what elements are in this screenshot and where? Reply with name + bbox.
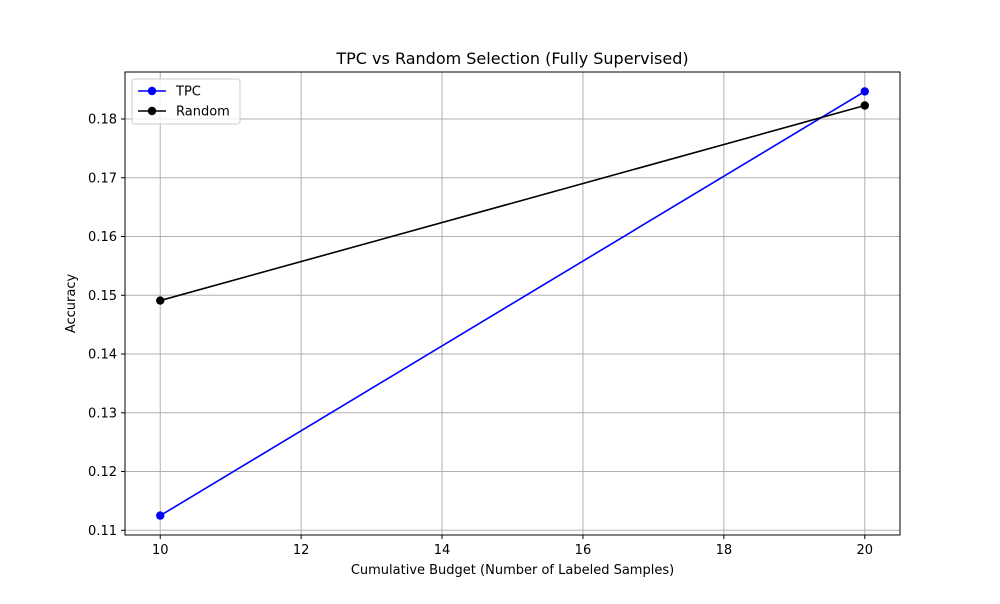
y-axis-label: Accuracy bbox=[64, 274, 79, 334]
y-tick-label: 0.11 bbox=[88, 524, 117, 539]
x-tick-label: 16 bbox=[575, 543, 592, 558]
random-data-point bbox=[156, 296, 165, 305]
x-tick-label: 12 bbox=[293, 543, 310, 558]
legend: TPC Random bbox=[131, 78, 241, 125]
x-tick-label: 20 bbox=[856, 543, 873, 558]
plot-frame bbox=[124, 71, 901, 536]
x-tick-label: 18 bbox=[716, 543, 733, 558]
y-tick-label: 0.13 bbox=[88, 406, 117, 421]
x-axis-label: Cumulative Budget (Number of Labeled Sam… bbox=[351, 563, 674, 578]
tpc-legend-marker bbox=[147, 86, 157, 96]
x-tick-label: 10 bbox=[152, 543, 169, 558]
x-axis: 10 12 14 16 18 20 bbox=[152, 535, 873, 558]
tpc-series-line bbox=[159, 90, 866, 517]
y-tick-label: 0.18 bbox=[88, 113, 117, 128]
tpc-data-point bbox=[860, 87, 869, 96]
legend-label-tpc: TPC bbox=[175, 85, 201, 100]
series-layer bbox=[156, 87, 869, 520]
y-tick-label: 0.17 bbox=[88, 171, 117, 186]
y-tick-label: 0.16 bbox=[88, 230, 117, 245]
x-tick-label: 14 bbox=[434, 543, 451, 558]
legend-label-random: Random bbox=[176, 105, 230, 120]
chart-title: TPC vs Random Selection (Fully Supervise… bbox=[335, 49, 688, 68]
random-data-point bbox=[860, 101, 869, 110]
y-tick-label: 0.14 bbox=[88, 348, 117, 363]
y-tick-label: 0.15 bbox=[88, 289, 117, 304]
y-tick-label: 0.12 bbox=[88, 465, 117, 480]
random-legend-marker bbox=[147, 106, 157, 116]
random-series-line bbox=[160, 104, 865, 302]
tpc-data-point bbox=[156, 511, 165, 520]
grid bbox=[125, 72, 900, 535]
y-axis: 0.11 0.12 0.13 0.14 0.15 0.16 0.17 0.18 bbox=[88, 113, 125, 539]
